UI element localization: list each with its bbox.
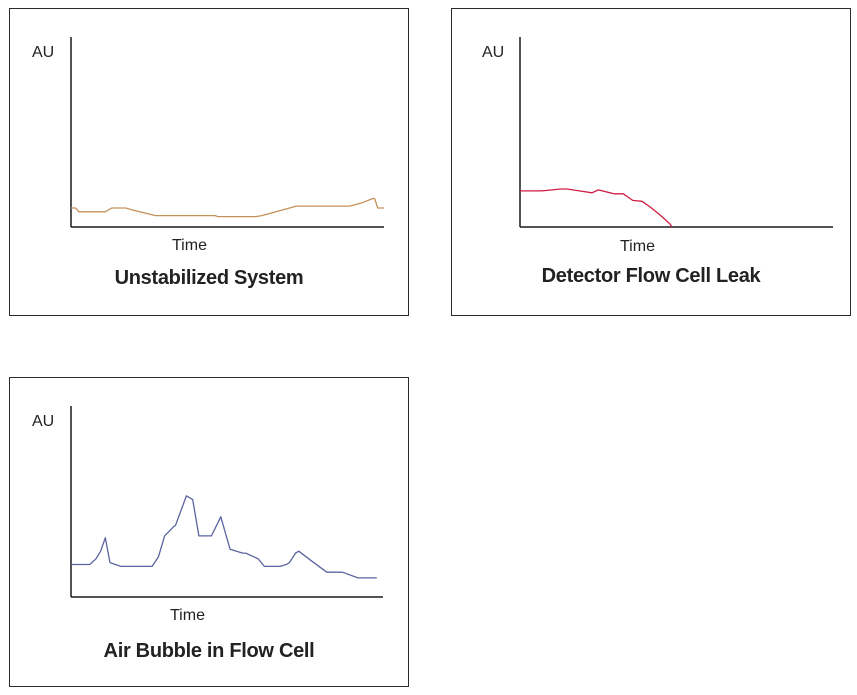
series-line-0 <box>71 495 377 579</box>
chart-air-bubble-in-flow-cell <box>70 406 383 598</box>
chart-unstabilized-system <box>70 37 384 228</box>
chart-title: Air Bubble in Flow Cell <box>103 640 315 662</box>
chart-title: Detector Flow Cell Leak <box>541 265 761 287</box>
chart-panel-unstabilized-system: AU Time Unstabilized System <box>9 8 409 316</box>
series-line-0 <box>71 197 384 218</box>
x-axis-label: Time <box>620 238 655 255</box>
y-axis-label: AU <box>482 44 505 61</box>
x-axis-label: Time <box>172 237 207 254</box>
chart-panel-detector-flow-cell-leak: AU Time Detector Flow Cell Leak <box>451 8 851 316</box>
chart-title: Unstabilized System <box>114 267 304 289</box>
y-axis-label: AU <box>32 44 55 61</box>
y-axis-label: AU <box>32 413 55 430</box>
x-axis-label: Time <box>170 607 205 624</box>
chart-panel-air-bubble-in-flow-cell: AU Time Air Bubble in Flow Cell <box>9 377 409 687</box>
chart-detector-flow-cell-leak <box>519 37 833 228</box>
series-line-0 <box>520 188 673 228</box>
